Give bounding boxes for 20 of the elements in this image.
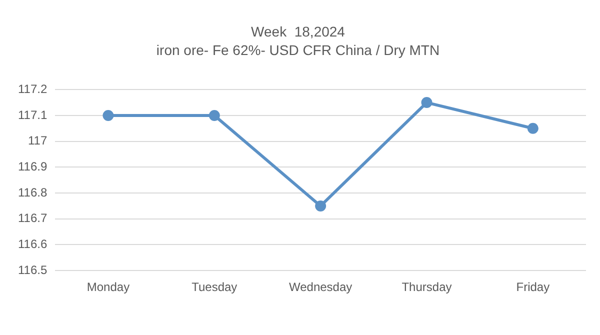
x-tick-label: Thursday — [402, 280, 452, 294]
x-tick-label: Tuesday — [192, 280, 238, 294]
y-tick-label: 117.2 — [18, 82, 48, 96]
x-tick-label: Monday — [86, 280, 130, 294]
y-tick-label: 116.7 — [18, 211, 48, 226]
x-tick-label: Wednesday — [288, 280, 352, 294]
point — [315, 200, 326, 212]
chart-title: Week 18,2024 — [251, 23, 346, 40]
x-tick-label: Friday — [516, 280, 550, 294]
point — [527, 122, 538, 134]
y-tick-label: 117.1 — [18, 108, 48, 122]
y-tick-label: 116.5 — [18, 262, 48, 277]
point — [208, 110, 220, 121]
chart-subtitle: iron ore- Fe 62%- USD CFR China / Dry MTN — [156, 42, 440, 58]
y-tick-label: 116.6 — [18, 237, 48, 252]
point — [102, 110, 114, 121]
point — [421, 97, 432, 108]
y-tick-label: 117 — [28, 134, 48, 148]
y-tick-label: 116.8 — [18, 185, 48, 200]
y-tick-label: 116.9 — [18, 159, 48, 174]
